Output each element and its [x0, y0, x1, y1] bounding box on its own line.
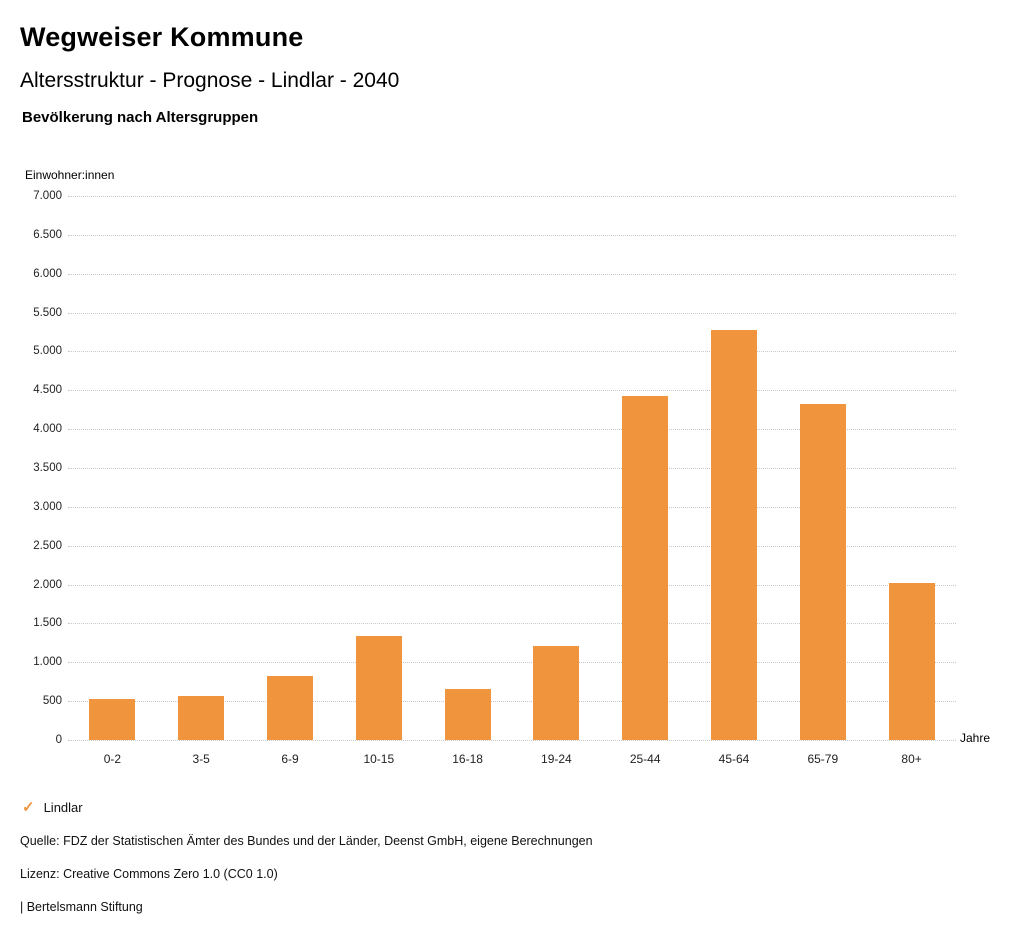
gridline — [68, 623, 956, 625]
bar-80+[interactable] — [888, 583, 935, 740]
legend-label: Lindlar — [43, 800, 83, 815]
license-text: Lizenz: Creative Commons Zero 1.0 (CC0 1… — [20, 867, 278, 881]
gridline — [68, 740, 956, 741]
bar-3-5[interactable] — [178, 695, 225, 740]
bar-16-18[interactable] — [444, 688, 491, 740]
attribution-text: | Bertelsmann Stiftung — [20, 900, 143, 914]
gridline — [68, 468, 956, 469]
chart-title: Bevölkerung nach Altersgruppen — [22, 109, 259, 126]
gridline — [68, 234, 956, 236]
bar-10-15[interactable] — [355, 635, 402, 740]
chart: Einwohner:innen 0 500 1.000 1.500 2.000 2.500… — [20, 168, 1004, 776]
legend-checkmark-icon: ✓ — [22, 799, 35, 816]
y-tick-label: 2.000 — [33, 578, 62, 591]
x-axis-labels: 0-2 3-5 6-9 10-15 16-18 19-24 25-44 45-64 65-79 8… — [68, 752, 956, 776]
source-text: Quelle: FDZ der Statistischen Ämter des … — [20, 834, 593, 848]
x-tick-label: 0-2 — [103, 752, 122, 766]
x-tick-label: 6-9 — [281, 752, 299, 766]
y-tick-label: 3.500 — [33, 462, 62, 474]
x-tick-label: 65-79 — [807, 752, 839, 766]
gridline — [68, 701, 956, 703]
gridline — [68, 312, 956, 314]
gridline — [68, 273, 956, 275]
x-tick-label: 16-18 — [452, 752, 483, 766]
gridline — [68, 351, 956, 353]
x-tick-label: 45-64 — [718, 752, 750, 766]
x-tick-label: 3-5 — [192, 752, 210, 766]
x-tick-label: 10-15 — [363, 752, 395, 766]
x-tick-label: 80+ — [901, 752, 922, 766]
gridline — [68, 196, 956, 197]
bar-45-64[interactable] — [711, 329, 757, 740]
y-tick-label: 7.000 — [33, 190, 62, 202]
legend-item-lindlar[interactable]: ✓ Lindlar — [22, 800, 83, 815]
gridline — [68, 545, 956, 547]
gridline — [68, 506, 956, 508]
x-tick-label: 25-44 — [629, 752, 661, 766]
page-subtitle: Altersstruktur - Prognose - Lindlar - 20… — [20, 69, 400, 92]
gridline — [68, 584, 956, 586]
bar-65-79[interactable] — [799, 404, 846, 740]
y-tick-label: 4.500 — [33, 384, 62, 397]
y-tick-label: 6.500 — [33, 228, 62, 241]
bar-6-9[interactable] — [267, 675, 313, 740]
y-tick-label: 0 — [55, 734, 62, 746]
chart-row: 0 500 1.000 1.500 2.000 2.500 3.000 3.500 4.000 4… — [20, 190, 1004, 746]
chart-plot — [68, 196, 956, 741]
y-tick-label: 5.500 — [33, 306, 62, 319]
page-title: Wegweiser Kommune — [20, 22, 304, 52]
y-tick-label: 500 — [42, 695, 62, 708]
x-axis-title: Jahre — [960, 731, 991, 745]
gridline — [68, 662, 956, 664]
y-axis-title: Einwohner:innen — [25, 168, 115, 182]
y-tick-label: 4.000 — [33, 423, 62, 436]
bar-0-2[interactable] — [89, 698, 136, 740]
y-tick-label: 2.500 — [33, 539, 62, 552]
y-tick-label: 1.500 — [33, 617, 62, 630]
gridline — [68, 429, 956, 431]
y-tick-label: 1.000 — [33, 656, 62, 669]
bar-25-44[interactable] — [622, 395, 669, 740]
bar-19-24[interactable] — [533, 645, 580, 740]
gridline — [68, 390, 956, 392]
y-tick-label: 5.000 — [33, 345, 62, 358]
y-tick-label: 3.000 — [33, 500, 62, 513]
x-tick-label: 19-24 — [541, 752, 572, 766]
y-tick-label: 6.000 — [33, 267, 62, 280]
y-axis-labels: 0 500 1.000 1.500 2.000 2.500 3.000 3.500 4.000 4… — [20, 190, 68, 746]
